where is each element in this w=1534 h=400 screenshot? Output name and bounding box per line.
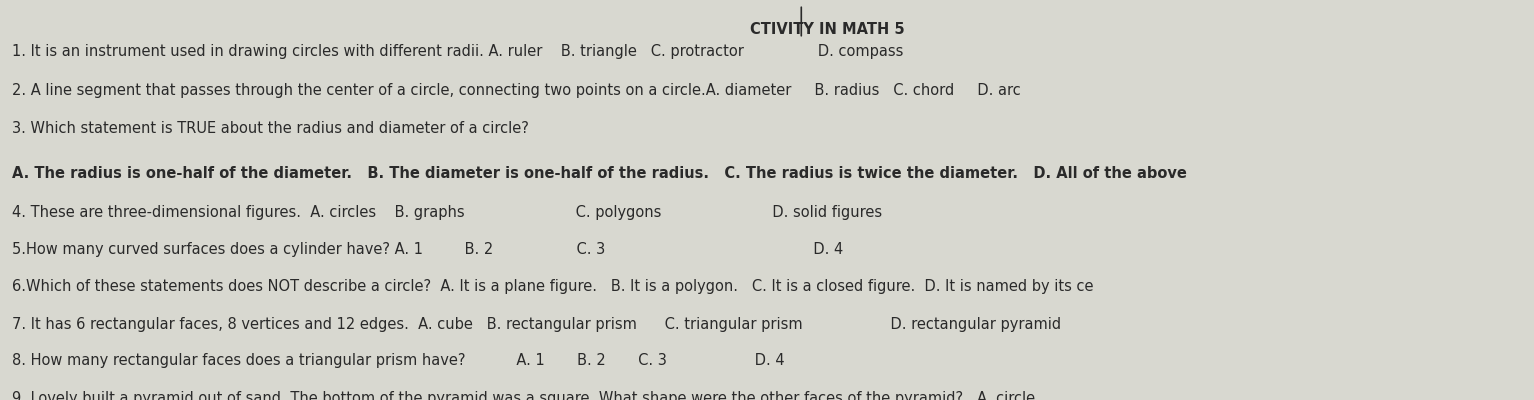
Text: 8. How many rectangular faces does a triangular prism have?           A. 1      : 8. How many rectangular faces does a tri… xyxy=(12,353,785,368)
Text: 6.Which of these statements does NOT describe a circle?  A. It is a plane figure: 6.Which of these statements does NOT des… xyxy=(12,279,1094,294)
Text: 3. Which statement is TRUE about the radius and diameter of a circle?: 3. Which statement is TRUE about the rad… xyxy=(12,121,529,136)
Text: 5.How many curved surfaces does a cylinder have? A. 1         B. 2              : 5.How many curved surfaces does a cylind… xyxy=(12,242,844,257)
Text: 1. It is an instrument used in drawing circles with different radii. A. ruler   : 1. It is an instrument used in drawing c… xyxy=(12,44,904,59)
Text: 4. These are three-dimensional figures.  A. circles    B. graphs                : 4. These are three-dimensional figures. … xyxy=(12,205,882,220)
Text: 9. Lovely built a pyramid out of sand. The bottom of the pyramid was a square. W: 9. Lovely built a pyramid out of sand. T… xyxy=(12,391,1035,400)
Text: 2. A line segment that passes through the center of a circle, connecting two poi: 2. A line segment that passes through th… xyxy=(12,83,1022,98)
Text: A. The radius is one-half of the diameter.   B. The diameter is one-half of the : A. The radius is one-half of the diamete… xyxy=(12,166,1187,181)
Text: 7. It has 6 rectangular faces, 8 vertices and 12 edges.  A. cube   B. rectangula: 7. It has 6 rectangular faces, 8 vertice… xyxy=(12,317,1062,332)
Text: CTIVITY IN MATH 5: CTIVITY IN MATH 5 xyxy=(750,22,905,36)
